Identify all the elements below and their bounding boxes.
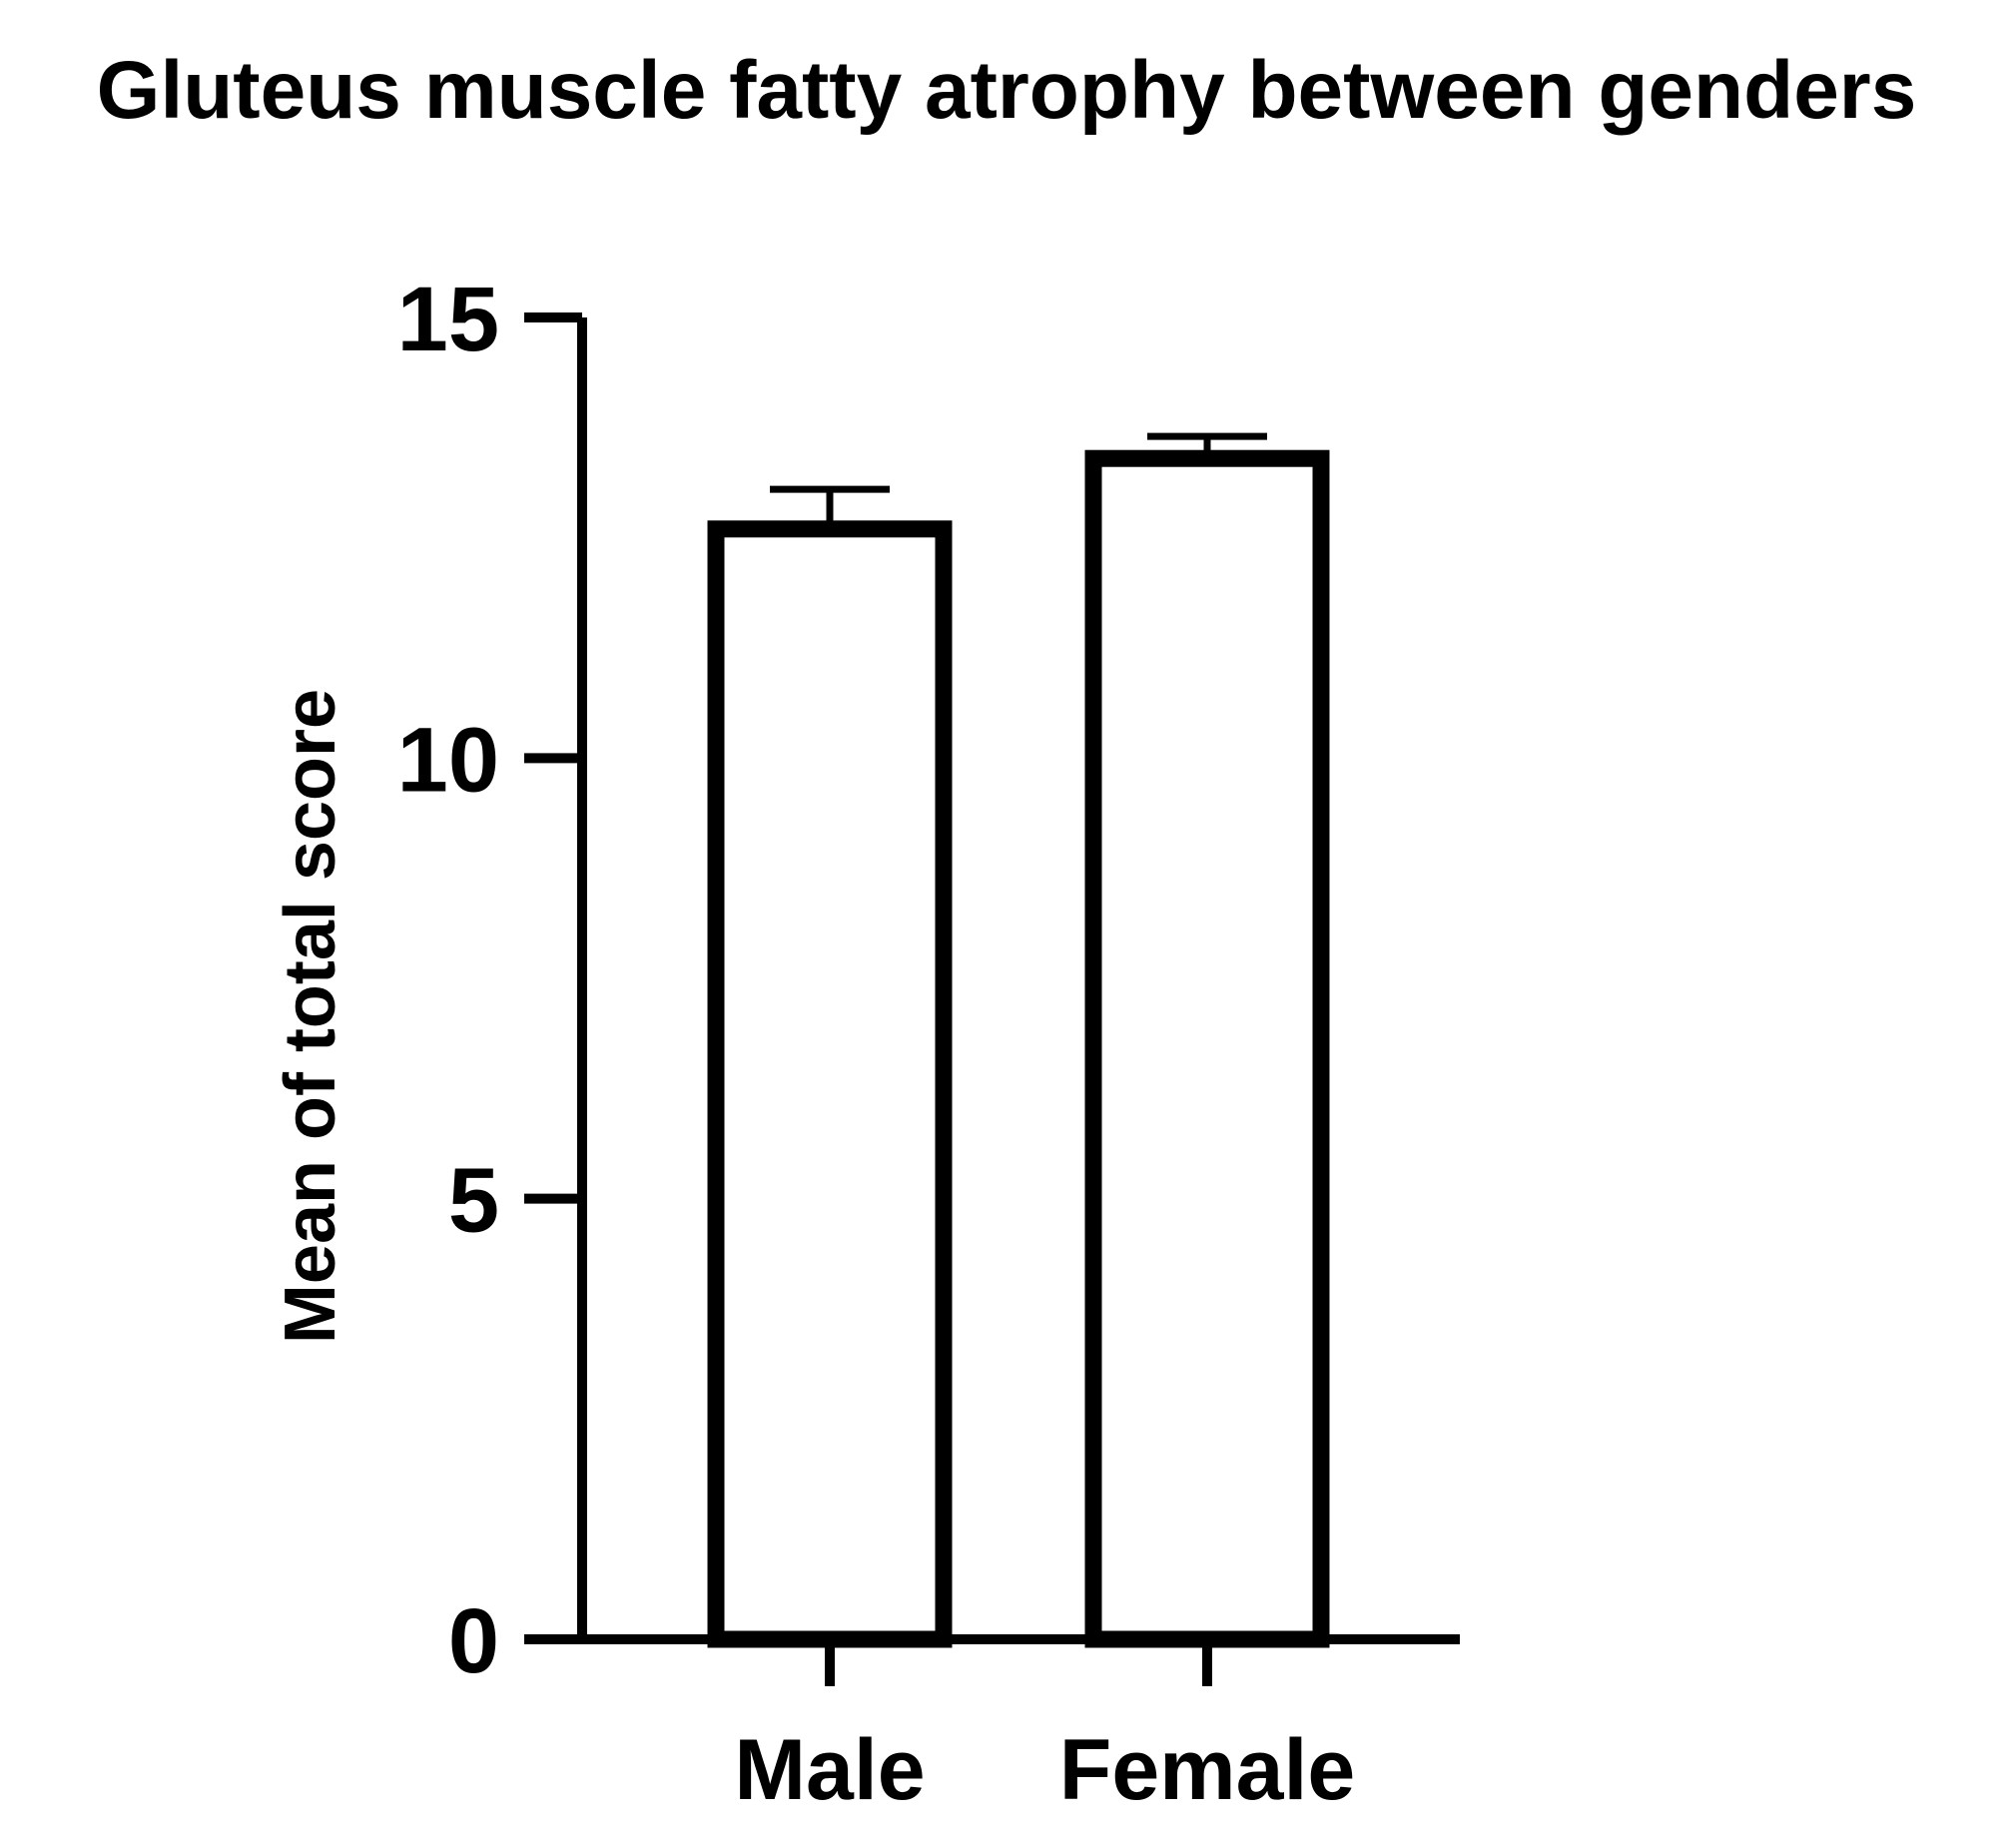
y-tick-label-5: 5 bbox=[448, 1150, 499, 1252]
y-tick-label-10: 10 bbox=[397, 709, 499, 811]
y-axis-label: Mean of total score bbox=[271, 689, 350, 1344]
y-tick-label-0: 0 bbox=[448, 1590, 499, 1692]
x-tick-label-male: Male bbox=[734, 1722, 925, 1818]
chart-title: Gluteus muscle fatty atrophy between gen… bbox=[97, 45, 1917, 136]
x-tick-label-female: Female bbox=[1059, 1722, 1355, 1818]
plot-area: Male Female 0 5 10 15 bbox=[397, 269, 1460, 1818]
bar-female bbox=[1084, 449, 1330, 1648]
bar-male bbox=[707, 520, 953, 1648]
y-tick-label-15: 15 bbox=[397, 269, 499, 370]
